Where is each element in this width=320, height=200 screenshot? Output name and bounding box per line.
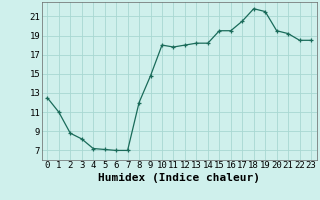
X-axis label: Humidex (Indice chaleur): Humidex (Indice chaleur): [98, 173, 260, 183]
